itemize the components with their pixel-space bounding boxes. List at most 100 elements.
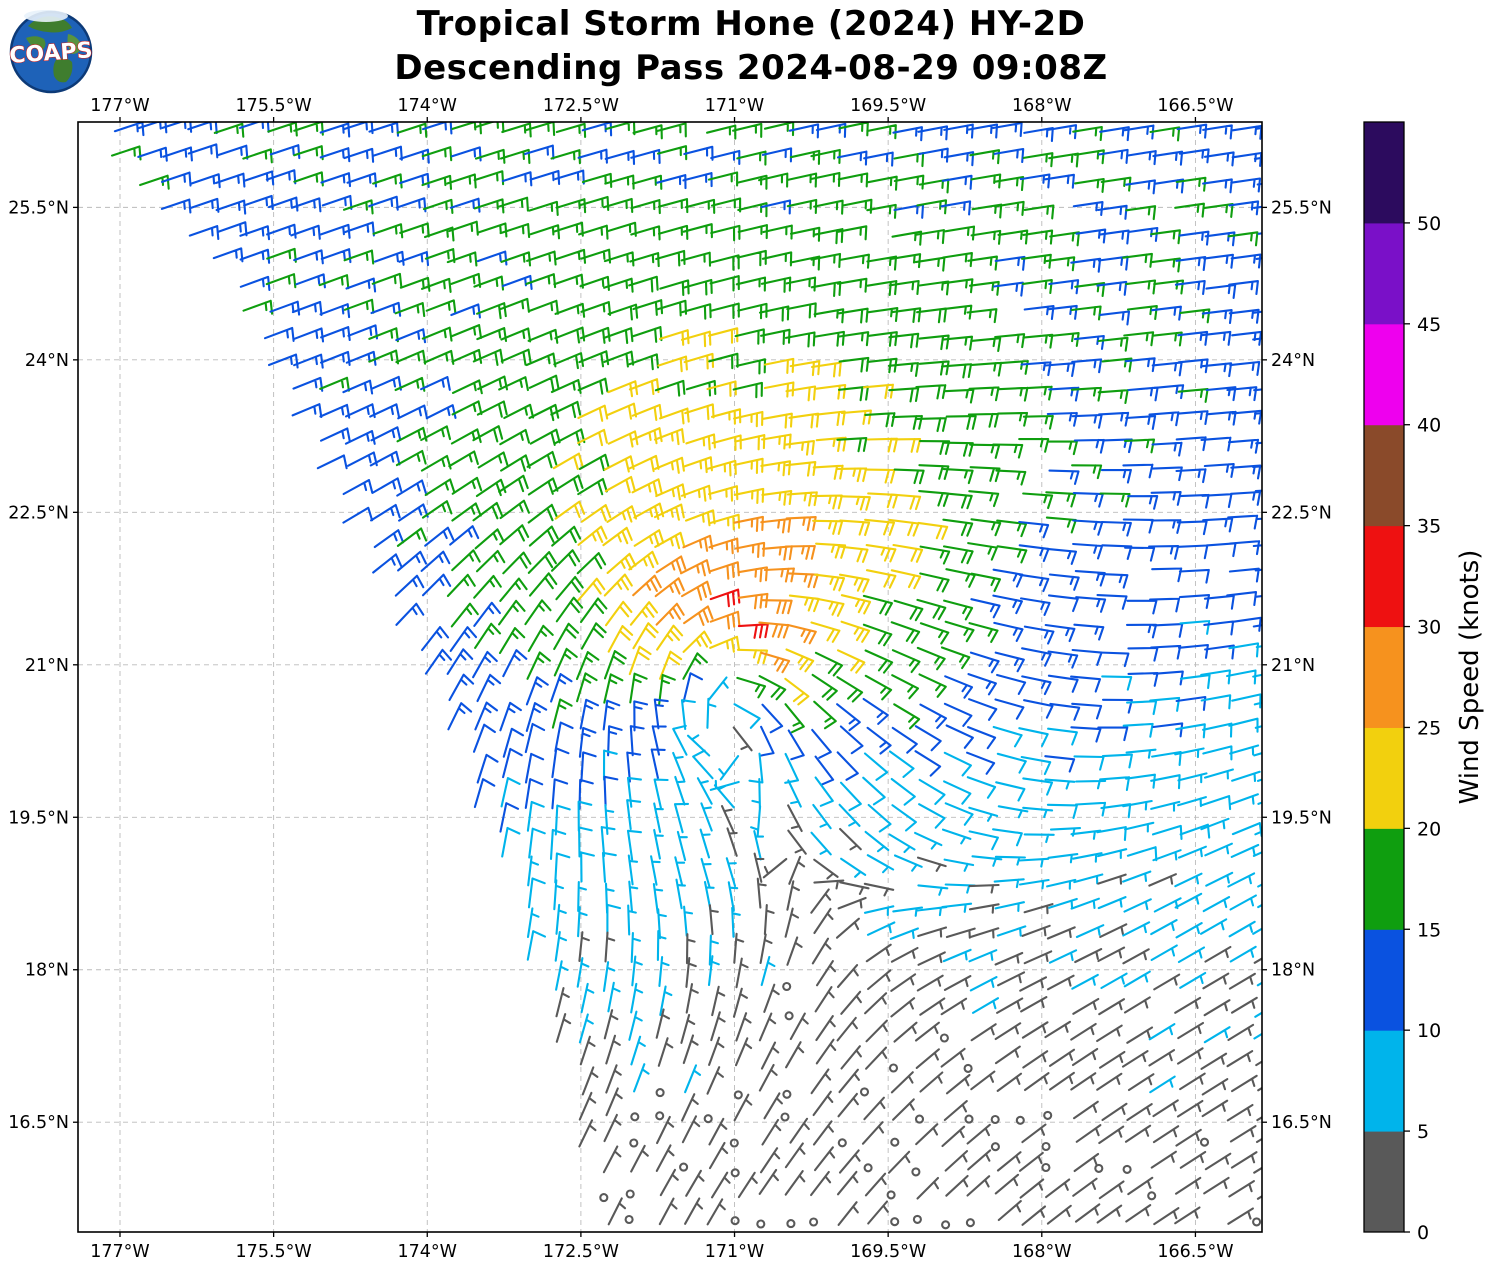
wind-barb: [448, 673, 475, 702]
wind-barb: [1252, 927, 1262, 935]
wind-barb: [424, 248, 456, 264]
wind-barb: [711, 434, 742, 451]
wind-barb: [632, 299, 664, 316]
wind-barb: [474, 701, 499, 731]
wind-barb: [160, 171, 192, 187]
wind-barb: [1125, 748, 1157, 759]
wind-barb: [944, 225, 976, 241]
wind-barb: [706, 124, 737, 140]
wind-barb: [1230, 1074, 1258, 1093]
wind-barb: [736, 648, 769, 665]
wind-barb: [837, 307, 869, 324]
wind-barb: [1174, 747, 1205, 759]
wind-barb: [836, 277, 868, 293]
wind-barb: [1231, 151, 1262, 167]
wind-barb: [1175, 695, 1207, 711]
wind-barb: [1203, 463, 1235, 478]
wind-barb: [1045, 491, 1077, 508]
lat-tick-label-right-6: 16.5°N: [1271, 1113, 1332, 1133]
wind-barb: [968, 698, 998, 721]
wind-barb: [700, 802, 713, 832]
wind-barb: [554, 500, 586, 520]
wind-barb: [813, 1146, 836, 1172]
wind-barb: [890, 777, 916, 806]
wind-barb: [967, 255, 998, 271]
wind-barb: [526, 450, 558, 469]
wind-barb: [943, 858, 975, 872]
wind-barb: [342, 379, 374, 395]
colorbar-bin-5-10: [1364, 1030, 1404, 1132]
wind-barb: [763, 567, 795, 583]
wind-barb: [451, 348, 483, 364]
wind-barb: [1202, 124, 1233, 140]
wind-barb: [1229, 1125, 1257, 1143]
wind-barb: [763, 357, 795, 374]
wind-barb: [1228, 642, 1260, 658]
wind-barb: [836, 751, 859, 781]
wind-barb: [836, 150, 868, 166]
wind-barb: [499, 428, 531, 446]
wind-barb: [1096, 1204, 1123, 1224]
wind-barb: [735, 1012, 752, 1042]
wind-barb: [1072, 1177, 1098, 1197]
wind-barb: [1178, 568, 1210, 584]
wind-barb: [476, 302, 507, 320]
wind-barb: [1254, 725, 1262, 729]
wind-barb: [707, 676, 729, 702]
wind-barb: [1227, 1023, 1255, 1042]
wind-barb: [529, 224, 561, 240]
wind-barb: [836, 1170, 859, 1196]
wind-barb: [630, 148, 661, 165]
wind-barb: [1229, 360, 1261, 376]
wind-barb: [1229, 744, 1260, 756]
wind-barb: [1098, 1180, 1125, 1200]
lat-tick-label-right-4: 19.5°N: [1271, 808, 1332, 828]
wind-barb: [550, 379, 582, 394]
wind-barb: [580, 982, 595, 1014]
wind-barb: [685, 433, 716, 451]
wind-barb: [1122, 921, 1151, 937]
wind-barb: [682, 172, 713, 188]
wind-barb: [373, 250, 405, 266]
wind-barb: [1177, 643, 1209, 659]
wind-barb: [1253, 1166, 1262, 1174]
wind-barb: [1203, 1026, 1231, 1044]
lat-tick-label-left-2: 22.5°N: [8, 503, 69, 523]
wind-barb: [160, 198, 192, 214]
colorbar-tick-25: 25: [1417, 717, 1441, 739]
wind-barb: [1018, 544, 1050, 563]
wind-barb: [580, 851, 595, 883]
wind-barb: [473, 122, 505, 133]
wind-barb: [1252, 673, 1262, 678]
colorbar-axis-label: Wind Speed (knots): [1455, 550, 1485, 805]
wind-barb: [1228, 567, 1260, 583]
wind-barb: [659, 985, 673, 1017]
colorbar-bin-0-5: [1364, 1131, 1404, 1233]
wind-barb: [424, 526, 455, 547]
wind-barb: [370, 503, 401, 522]
wind-barb: [239, 275, 271, 291]
wind-barb: [1253, 1032, 1262, 1040]
wind-barb: [1047, 727, 1078, 746]
wind-barb: [1176, 1099, 1204, 1118]
wind-barb: [424, 648, 453, 675]
lon-tick-label-top-1: 175.5°W: [236, 96, 312, 116]
wind-barb: [554, 302, 586, 318]
wind-barb: [1151, 441, 1183, 457]
wind-barb: [696, 777, 713, 805]
colorbar-tick-10: 10: [1417, 1020, 1441, 1042]
wind-barb: [866, 437, 898, 453]
colorbar-bin-45-50: [1364, 222, 1404, 325]
wind-barb: [890, 973, 917, 992]
wind-barb: [914, 750, 942, 777]
wind-barb: [422, 198, 454, 214]
wind-barb: [1020, 755, 1052, 776]
wind-barb: [1200, 795, 1232, 811]
wind-barb: [996, 752, 1027, 774]
wind-barb: [1098, 1050, 1126, 1069]
wind-barb: [630, 1144, 649, 1173]
wind-barb: [628, 1010, 643, 1041]
wind-barb: [918, 334, 950, 351]
wind-barb: [527, 503, 558, 524]
wind-barb: [815, 1038, 837, 1065]
